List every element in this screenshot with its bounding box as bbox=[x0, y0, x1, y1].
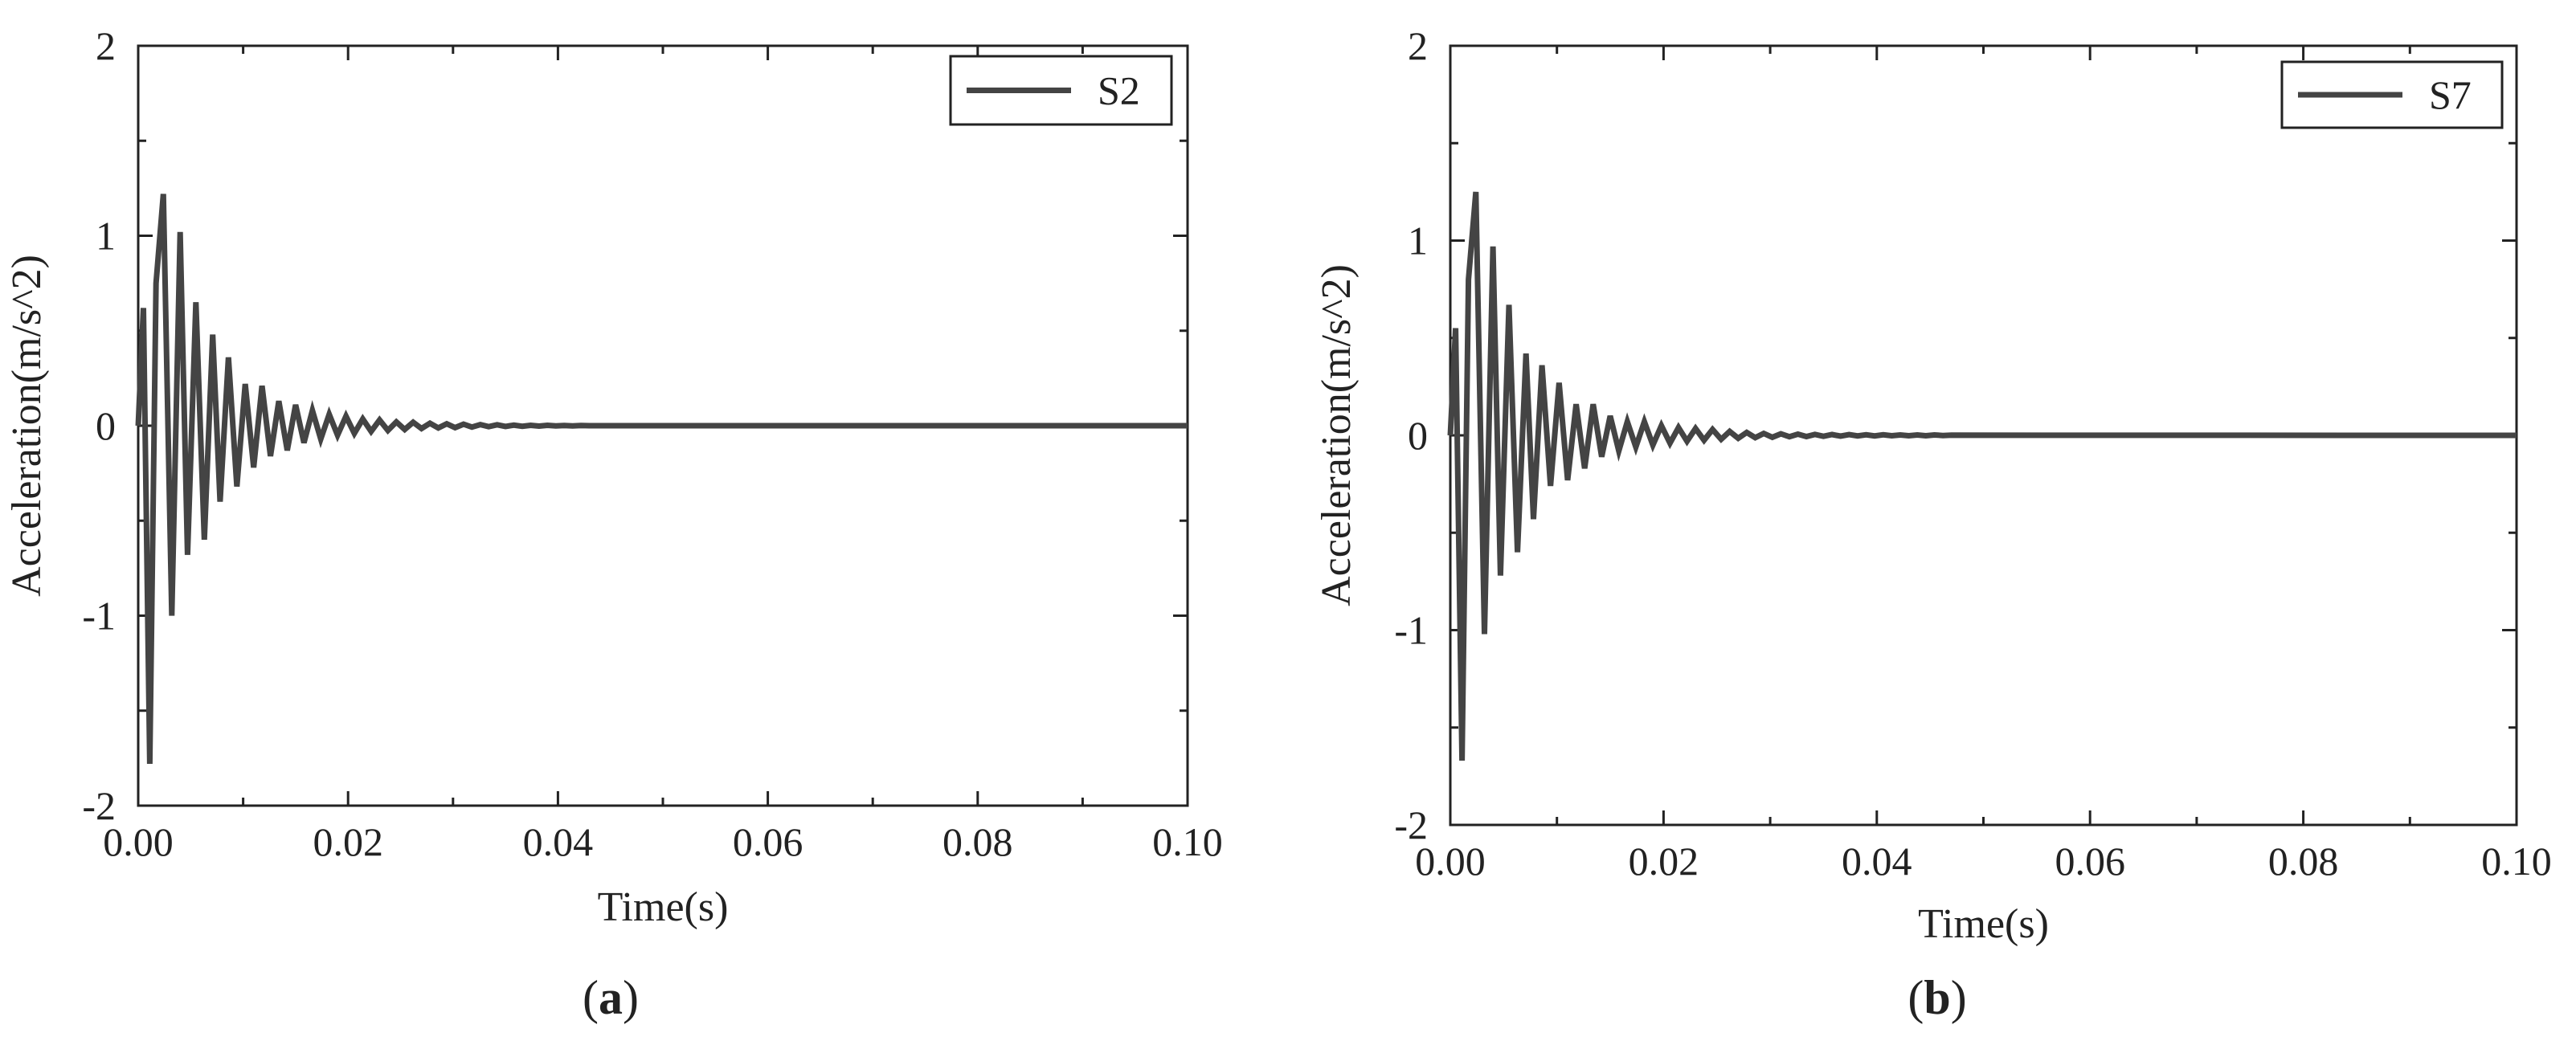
x-tick-label: 0.08 bbox=[942, 819, 1013, 864]
x-tick-label: 0.08 bbox=[2268, 839, 2339, 884]
y-axis-title: Acceleration(m/s^2) bbox=[4, 255, 50, 597]
panel-label: (a) bbox=[583, 971, 639, 1024]
y-axis-title: Acceleration(m/s^2) bbox=[1314, 264, 1360, 606]
y-tick-label: 1 bbox=[1408, 218, 1428, 263]
x-tick-label: 0.10 bbox=[1152, 819, 1223, 864]
chart-panel-a: 0.00 0.02 0.04 0.06 0.08 0.10 2 1 0 -1 -2 Time(s) Ac… bbox=[4, 23, 1223, 1024]
x-tick-label: 0.02 bbox=[1629, 839, 1699, 884]
x-tick-label: 0.06 bbox=[733, 819, 803, 864]
x-tick-label: 0.06 bbox=[2055, 839, 2125, 884]
x-tick-label: 0.04 bbox=[1842, 839, 1912, 884]
y-tick-label: -2 bbox=[1394, 802, 1428, 847]
legend-label: S2 bbox=[1098, 68, 1140, 113]
y-tick-label: -2 bbox=[82, 783, 116, 828]
chart-panel-b: 0.00 0.02 0.04 0.06 0.08 0.10 2 1 0 -1 -2 Time(s) Ac… bbox=[1314, 23, 2552, 1024]
y-tick-label: 0 bbox=[96, 403, 116, 448]
series-line-s2 bbox=[135, 194, 1188, 765]
y-tick-label: 0 bbox=[1408, 413, 1428, 458]
x-tick-label: 0.10 bbox=[2481, 839, 2552, 884]
x-axis-title: Time(s) bbox=[1918, 901, 2049, 947]
series-line-s7 bbox=[1447, 191, 2517, 761]
x-axis-title: Time(s) bbox=[598, 884, 729, 930]
y-tick-label: -1 bbox=[82, 594, 116, 639]
legend: S7 bbox=[2280, 60, 2504, 129]
x-tick-label: 0.00 bbox=[1415, 839, 1486, 884]
x-tick-label: 0.04 bbox=[523, 819, 594, 864]
y-tick-label: 2 bbox=[96, 23, 116, 68]
y-tick-label: -1 bbox=[1394, 608, 1428, 653]
legend: S2 bbox=[949, 55, 1173, 126]
y-tick-label: 2 bbox=[1408, 23, 1428, 68]
panel-label: (b) bbox=[1907, 971, 1966, 1024]
x-tick-label: 0.00 bbox=[103, 819, 174, 864]
y-tick-label: 1 bbox=[96, 214, 116, 259]
x-tick-label: 0.02 bbox=[313, 819, 383, 864]
legend-label: S7 bbox=[2429, 72, 2472, 117]
